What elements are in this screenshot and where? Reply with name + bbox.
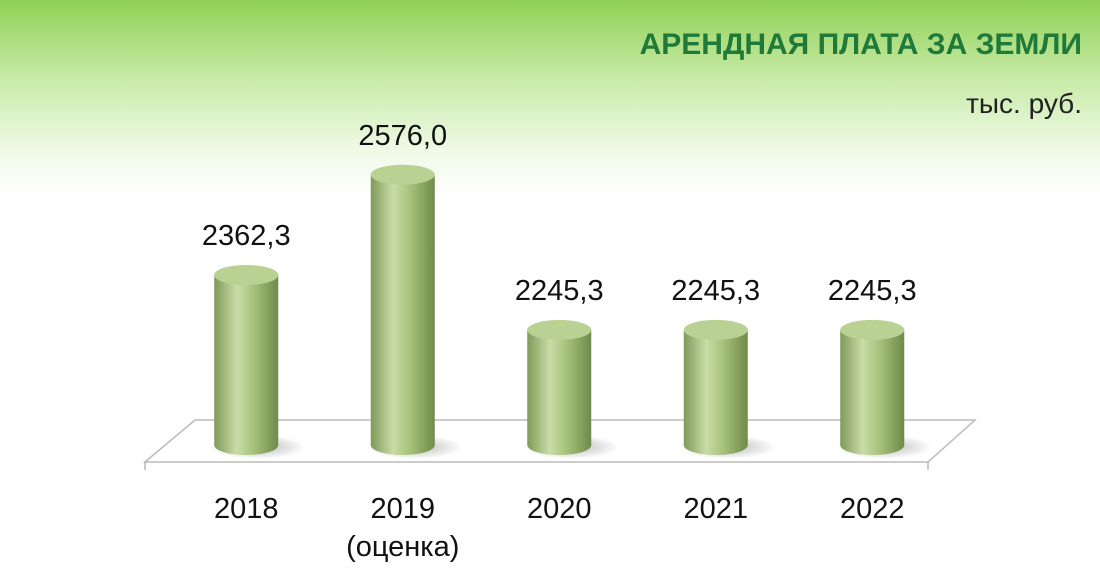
value-label: 2245,3 [827, 274, 917, 307]
value-label: 2362,3 [201, 219, 291, 252]
chart-title: АРЕНДНАЯ ПЛАТА ЗА ЗЕМЛИ [639, 28, 1082, 61]
value-label: 2245,3 [671, 274, 761, 307]
bar [370, 174, 435, 455]
x-tick-label: 2022 [839, 493, 905, 525]
x-tick-label: 2018 [213, 493, 279, 525]
chart-subtitle: тыс. руб. [966, 88, 1082, 119]
value-label: 2245,3 [514, 274, 604, 307]
x-tick-label: 2020 [526, 493, 592, 525]
bar [214, 274, 279, 455]
value-label: 2576,0 [358, 119, 448, 152]
bar [527, 329, 592, 455]
bar [840, 329, 905, 455]
bar-top [214, 264, 279, 285]
bar [683, 329, 748, 455]
x-tick-label: 2021 [683, 493, 748, 525]
x-tick-label: 2019 (оценка) [346, 493, 460, 563]
bar-top [840, 319, 905, 340]
bar-top [527, 319, 592, 340]
bar-top [370, 164, 435, 185]
bar-top [683, 319, 748, 340]
